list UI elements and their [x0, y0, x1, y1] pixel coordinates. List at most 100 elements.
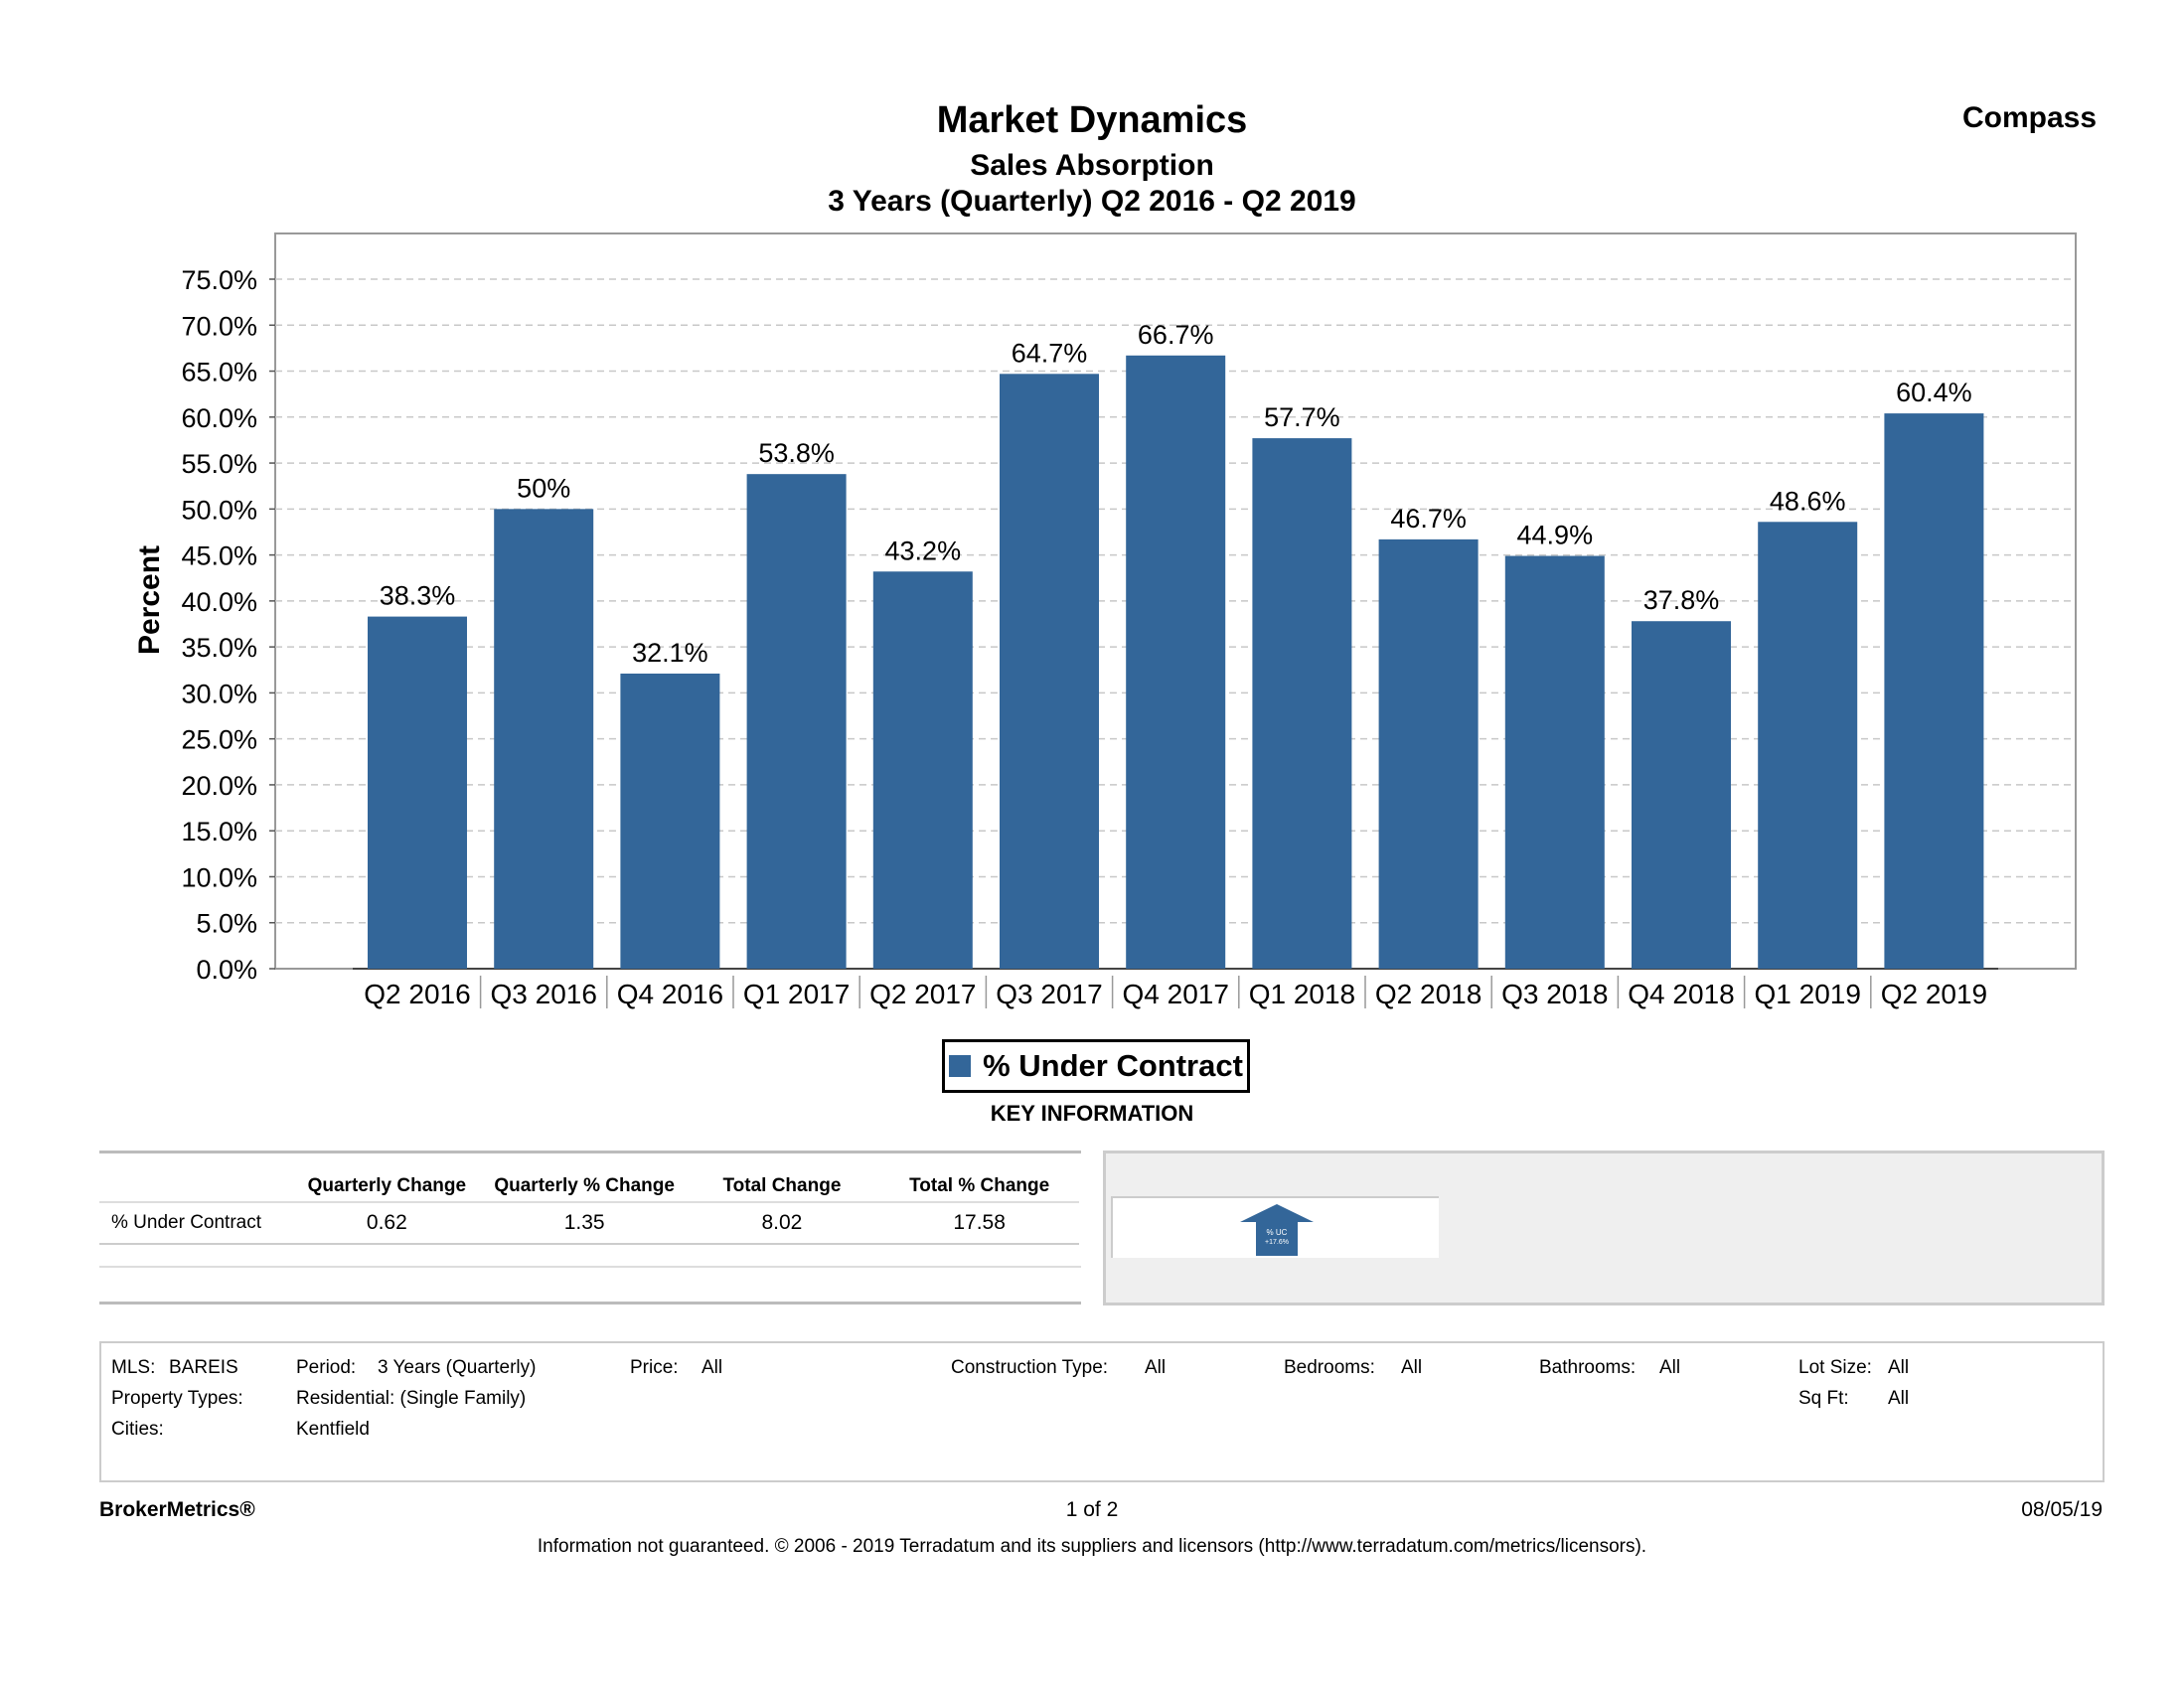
sq-ft-value: All: [1888, 1388, 1910, 1409]
x-tick-label: Q4 2018: [1628, 979, 1734, 1009]
table-header-row: Quarterly Change Quarterly % Change Tota…: [99, 1151, 1079, 1202]
table-divider: [99, 1266, 1081, 1268]
bedrooms-label: Bedrooms:: [1284, 1357, 1375, 1378]
table-header-quarterly-pct-change: Quarterly % Change: [494, 1175, 675, 1196]
bar: [1126, 355, 1226, 969]
y-tick-label: 15.0%: [181, 817, 257, 846]
legend-swatch: [949, 1055, 972, 1077]
indicator-value: +17.6%: [1265, 1239, 1289, 1246]
bar: [1378, 538, 1479, 969]
legend-label: % Under Contract: [983, 1048, 1243, 1083]
data-label: 32.1%: [632, 638, 708, 668]
bar: [1252, 438, 1352, 970]
bar-chart: 38.3% 50% 32.1% 53.8% 43.2% 64.7% 66.7% 57.7% 46…: [133, 232, 2077, 1009]
lot-size-value: All: [1888, 1357, 1910, 1378]
table-row: % Under Contract 0.62 1.35 8.02 17.58: [99, 1201, 1079, 1245]
cell-total-change: 8.02: [684, 1201, 880, 1245]
cities-label: Cities:: [111, 1419, 164, 1440]
y-axis-label: Percent: [133, 545, 166, 655]
data-label: 57.7%: [1264, 402, 1340, 432]
data-label: 43.2%: [885, 536, 962, 565]
bar: [494, 509, 594, 969]
y-tick-label: 70.0%: [181, 311, 257, 341]
x-tick-label: Q2 2017: [869, 979, 976, 1009]
x-tick-label: Q3 2018: [1501, 979, 1608, 1009]
chart-title: Market Dynamics: [936, 99, 1248, 141]
x-tick-label: Q2 2016: [364, 979, 470, 1009]
bar: [1504, 555, 1605, 969]
bar: [1884, 413, 1984, 970]
x-tick-label: Q2 2018: [1375, 979, 1482, 1009]
y-axis-ticks: 0.0% 5.0% 10.0% 15.0% 20.0% 25.0% 30.0% 35.0% 40…: [181, 265, 275, 985]
filter-panel: MLS: BAREIS Period: 3 Years (Quarterly) …: [99, 1341, 2105, 1482]
cell-total-pct-change: 17.58: [879, 1201, 1079, 1245]
cell-quarterly-pct-change: 1.35: [484, 1201, 685, 1245]
y-tick-label: 75.0%: [181, 265, 257, 295]
y-tick-label: 5.0%: [196, 909, 257, 939]
construction-type-label: Construction Type:: [951, 1357, 1109, 1378]
table-header-quarterly-change: Quarterly Change: [307, 1175, 467, 1196]
data-label: 38.3%: [380, 581, 456, 611]
chart-subtitle: Sales Absorption: [970, 149, 1214, 182]
x-axis-ticks: Q2 2016 Q3 2016 Q4 2016 Q1 2017 Q2 2017 Q3 20…: [364, 976, 1987, 1009]
y-tick-label: 45.0%: [181, 541, 257, 571]
y-tick-label: 10.0%: [181, 862, 257, 892]
data-label: 66.7%: [1138, 320, 1214, 350]
chart-date-range: 3 Years (Quarterly) Q2 2016 - Q2 2019: [828, 185, 1356, 218]
y-tick-label: 65.0%: [181, 358, 257, 387]
bedrooms-value: All: [1401, 1357, 1423, 1378]
indicator-label: % UC: [1267, 1228, 1288, 1237]
data-label: 48.6%: [1770, 486, 1846, 516]
construction-type-value: All: [1145, 1357, 1167, 1378]
property-types-label: Property Types:: [111, 1388, 243, 1409]
page-number: 1 of 2: [1065, 1498, 1119, 1521]
bathrooms-label: Bathrooms:: [1539, 1357, 1637, 1378]
bathrooms-value: All: [1659, 1357, 1681, 1378]
y-tick-label: 55.0%: [181, 449, 257, 479]
bar: [620, 673, 720, 969]
y-tick-label: 50.0%: [181, 495, 257, 525]
y-tick-label: 0.0%: [196, 955, 257, 985]
report-date: 08/05/19: [2021, 1498, 2103, 1521]
x-tick-label: Q4 2017: [1122, 979, 1228, 1009]
x-tick-label: Q2 2019: [1881, 979, 1987, 1009]
table-header-total-change: Total Change: [722, 1175, 842, 1196]
disclaimer: Information not guaranteed. © 2006 - 201…: [537, 1536, 1647, 1557]
bar: [872, 571, 973, 969]
table-header-blank: [99, 1151, 289, 1202]
data-label: 37.8%: [1643, 585, 1720, 615]
y-tick-label: 25.0%: [181, 725, 257, 755]
data-label: 60.4%: [1896, 378, 1972, 407]
bar: [1758, 522, 1858, 969]
data-labels: 38.3% 50% 32.1% 53.8% 43.2% 64.7% 66.7% 57.7% 46…: [380, 320, 1972, 668]
x-tick-label: Q3 2017: [996, 979, 1102, 1009]
table-header-total-pct-change: Total % Change: [909, 1175, 1050, 1196]
mls-label: MLS:: [111, 1357, 156, 1378]
bar: [1632, 621, 1731, 969]
data-label: 50%: [517, 473, 570, 503]
data-label: 44.9%: [1517, 521, 1594, 550]
sq-ft-label: Sq Ft:: [1798, 1388, 1849, 1409]
data-label: 53.8%: [758, 438, 835, 468]
x-tick-label: Q1 2019: [1754, 979, 1860, 1009]
bar-series: [368, 355, 1984, 970]
bar: [368, 616, 467, 969]
price-label: Price:: [630, 1357, 679, 1378]
data-label: 46.7%: [1390, 504, 1467, 534]
data-label: 64.7%: [1012, 338, 1088, 368]
cities-value: Kentfield: [296, 1419, 370, 1440]
chart-legend: % Under Contract: [942, 1039, 1250, 1093]
row-label: % Under Contract: [99, 1201, 289, 1245]
y-tick-label: 35.0%: [181, 633, 257, 663]
period-value: 3 Years (Quarterly): [378, 1357, 537, 1378]
footer-brand: BrokerMetrics®: [99, 1498, 255, 1521]
mls-value: BAREIS: [169, 1357, 238, 1378]
brand-name: Compass: [1961, 101, 2097, 134]
table-bottom-border: [99, 1302, 1081, 1305]
price-value: All: [702, 1357, 723, 1378]
cell-quarterly-change: 0.62: [288, 1201, 485, 1245]
y-tick-label: 60.0%: [181, 403, 257, 433]
indicator-panel: [1103, 1151, 2105, 1305]
y-tick-label: 30.0%: [181, 679, 257, 708]
property-types-value: Residential: (Single Family): [296, 1388, 527, 1409]
